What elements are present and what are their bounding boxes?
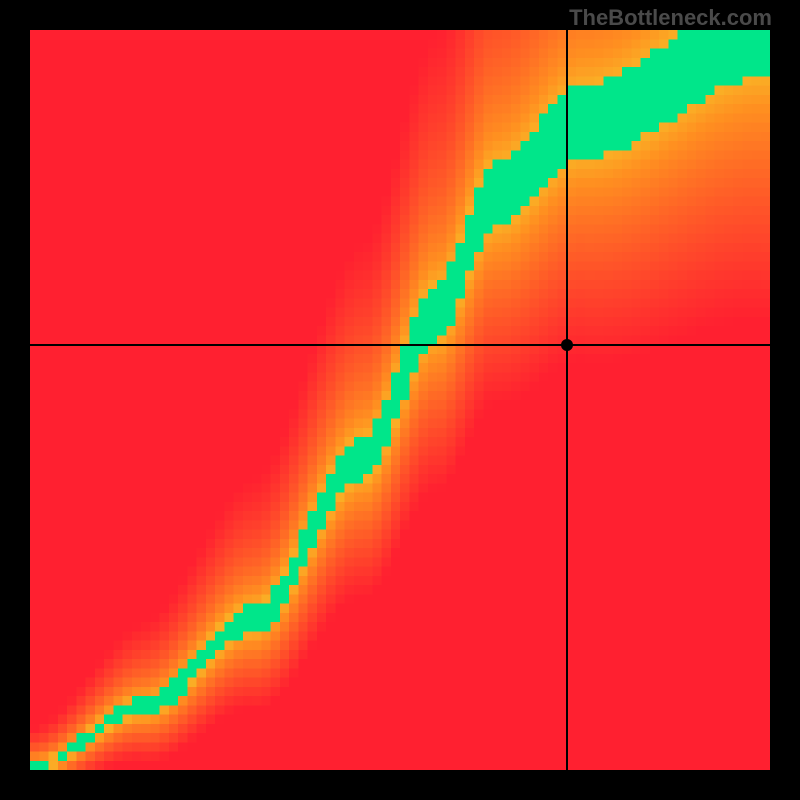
crosshair-horizontal	[30, 344, 770, 346]
selection-marker[interactable]	[561, 339, 573, 351]
watermark-text: TheBottleneck.com	[569, 5, 772, 31]
crosshair-vertical	[566, 30, 568, 770]
bottleneck-heatmap	[30, 30, 770, 770]
